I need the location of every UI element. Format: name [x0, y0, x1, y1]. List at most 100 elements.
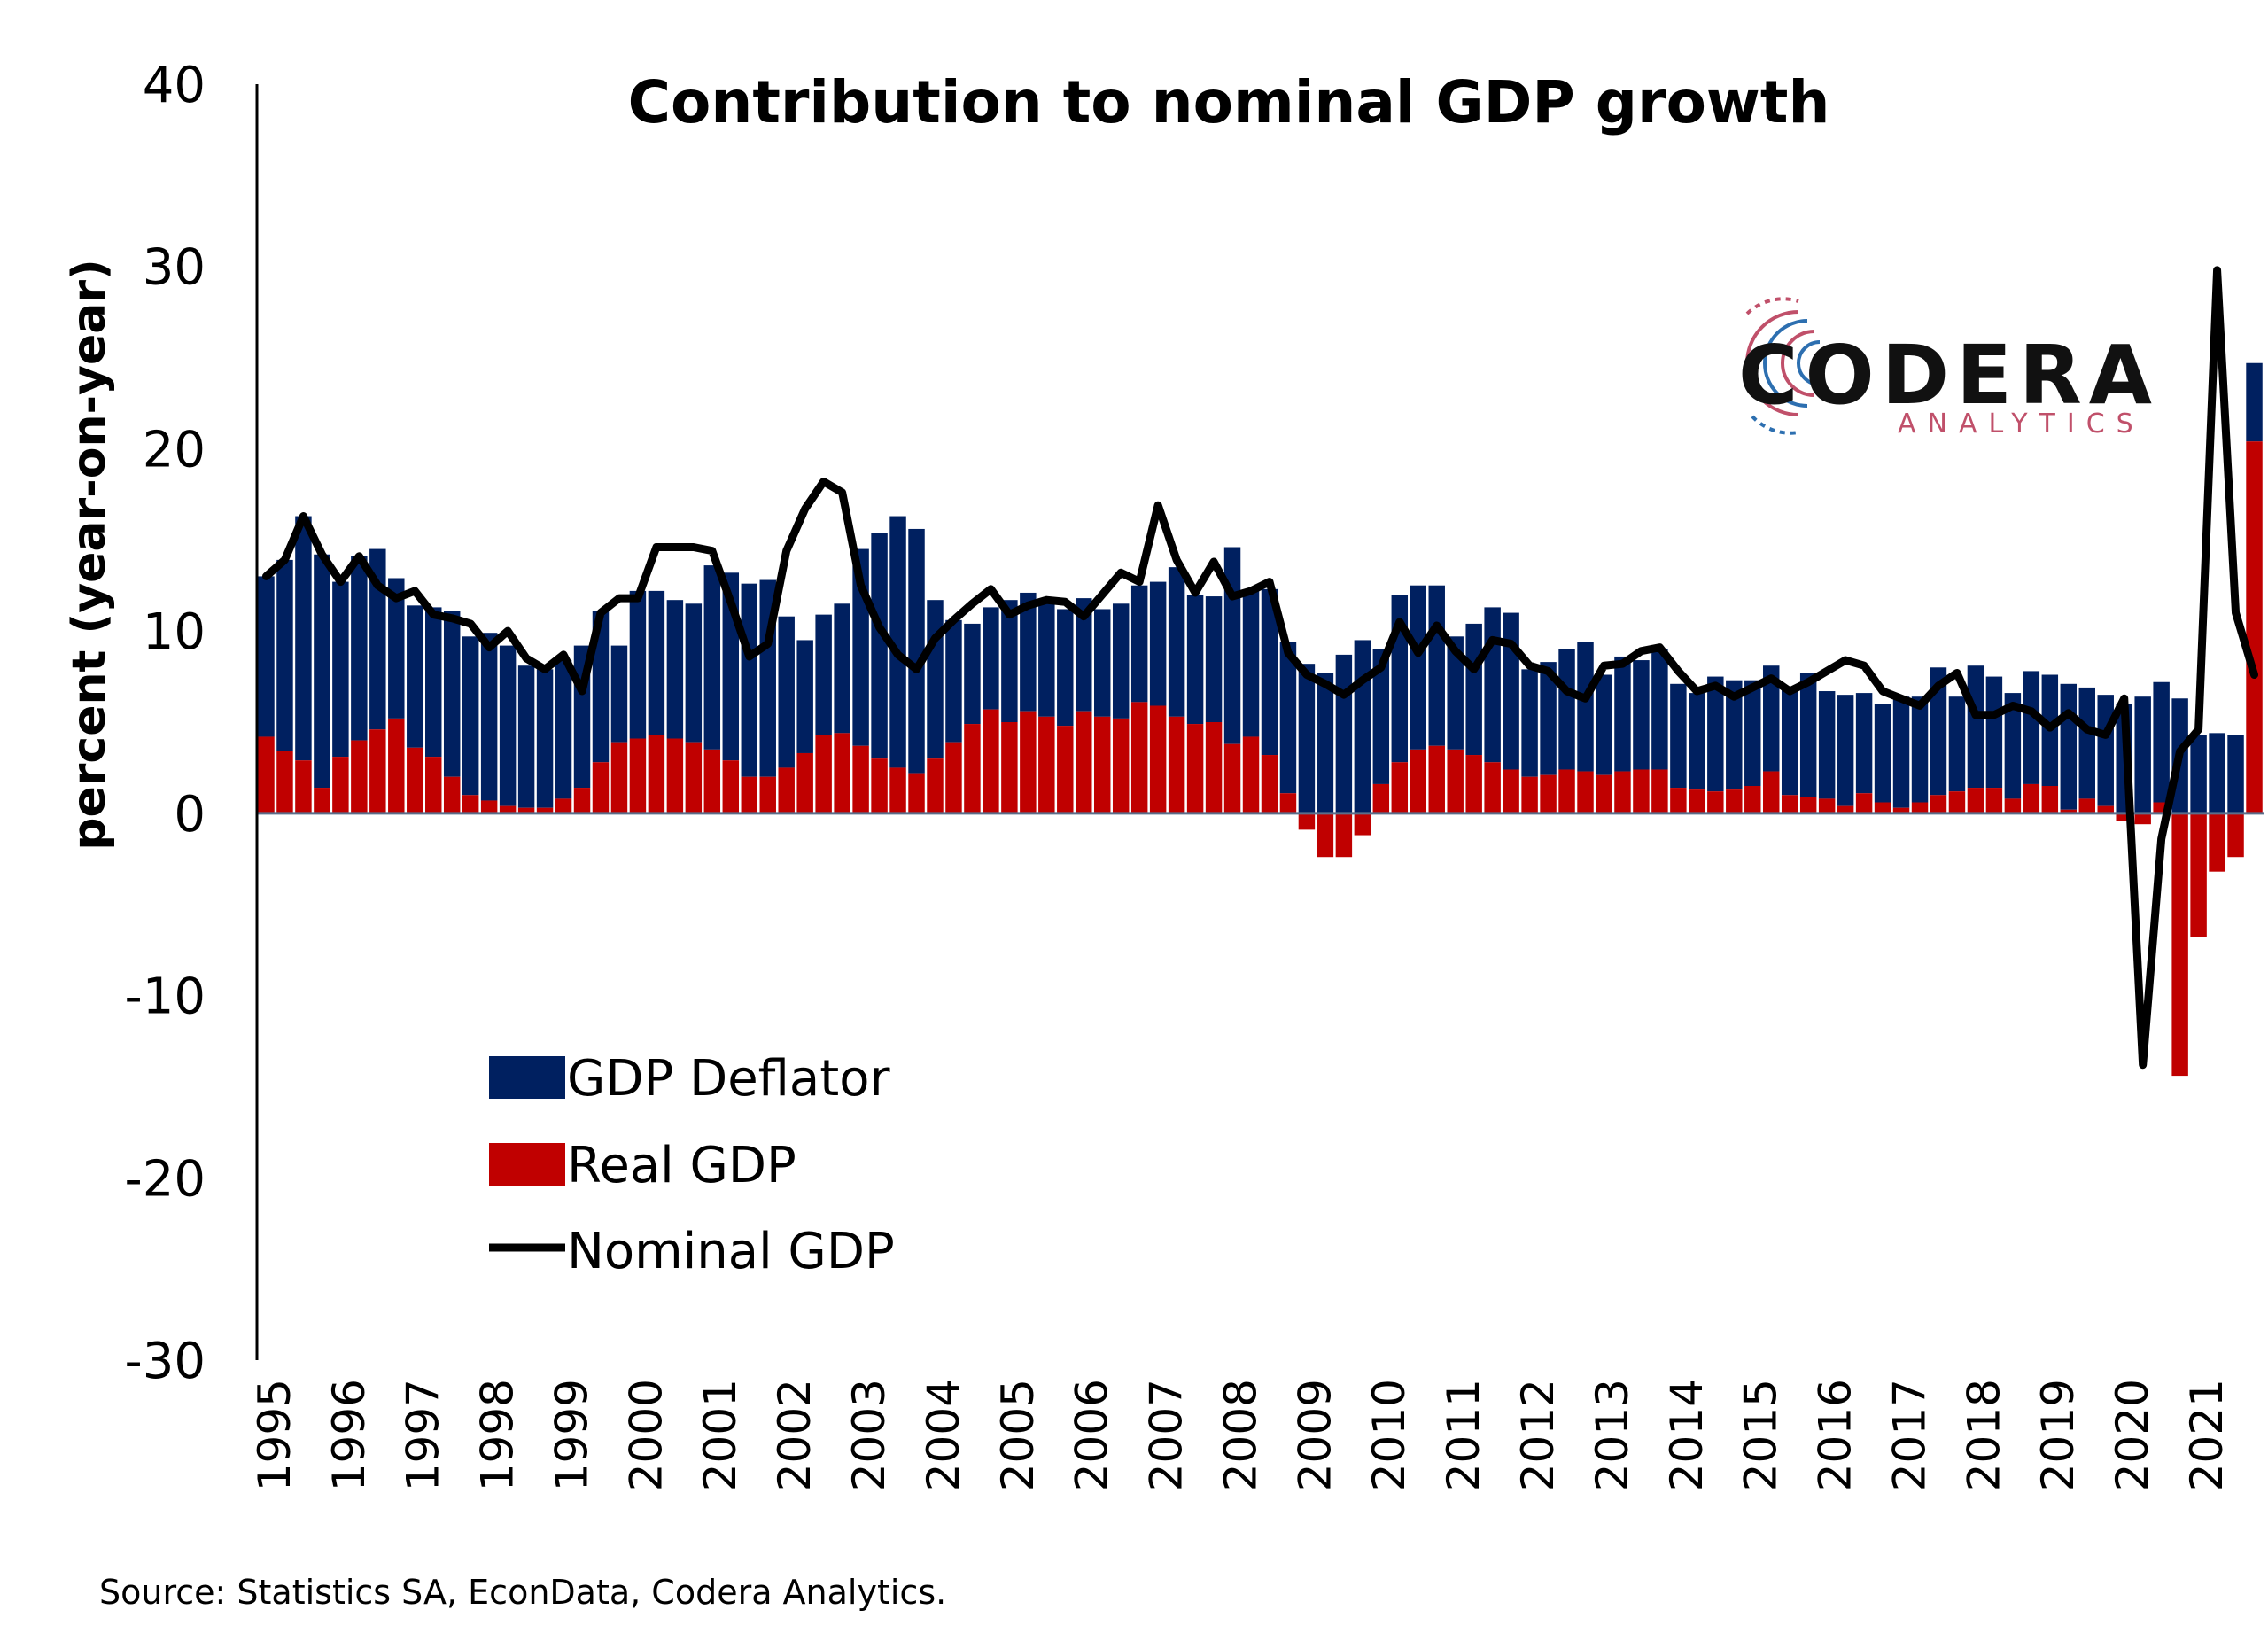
real-gdp-bar	[1911, 802, 1929, 813]
real-gdp-bar	[332, 757, 349, 813]
real-gdp-bar	[1168, 716, 1185, 813]
gdp-deflator-bar	[834, 603, 850, 734]
x-tick-label: 2001	[695, 1379, 746, 1491]
gdp-deflator-bar	[1057, 609, 1074, 727]
gdp-deflator-bar	[1577, 642, 1594, 772]
real-gdp-bar	[1670, 788, 1687, 813]
gdp-deflator-bar	[1689, 693, 1705, 790]
x-tick-label: 2009	[1289, 1379, 1340, 1491]
legend-swatch-gdp-deflator	[489, 1056, 565, 1099]
gdp-deflator-bar	[1930, 667, 1947, 796]
real-gdp-bar	[1038, 716, 1055, 813]
gdp-deflator-bar	[388, 578, 405, 719]
legend-label-nominal-gdp: Nominal GDP	[567, 1223, 895, 1280]
gdp-deflator-bar	[927, 600, 944, 759]
real-gdp-bar	[1540, 774, 1557, 813]
gdp-deflator-bar	[964, 623, 981, 725]
x-tick-label: 2008	[1215, 1379, 1266, 1491]
gdp-deflator-bar	[1186, 595, 1204, 725]
real-gdp-bar	[1651, 769, 1668, 813]
gdp-deflator-bar	[703, 565, 721, 750]
x-tick-label: 2007	[1141, 1379, 1192, 1491]
gdp-deflator-bar	[1874, 704, 1891, 803]
legend-label-gdp-deflator: GDP Deflator	[567, 1050, 890, 1108]
gdp-deflator-bar	[1112, 603, 1130, 719]
gdp-deflator-bar	[1596, 674, 1612, 775]
real-gdp-bar	[796, 752, 813, 813]
gdp-deflator-bar	[1614, 656, 1631, 772]
x-tick-label: 2006	[1067, 1379, 1118, 1491]
real-gdp-bar	[703, 749, 721, 813]
x-tick-label: 2016	[1810, 1379, 1861, 1491]
real-gdp-bar	[889, 767, 906, 813]
real-gdp-bar	[722, 760, 740, 813]
y-axis-title: percent (year-on-year)	[63, 259, 116, 850]
gdp-deflator-bar	[2134, 696, 2151, 813]
real-gdp-bar	[555, 798, 572, 813]
real-gdp-bar	[1372, 783, 1390, 813]
gdp-deflator-bar	[871, 533, 888, 759]
real-gdp-bar	[648, 735, 665, 813]
y-axis-ticks: 40 30 20 10 0 -10 -20 -30	[125, 57, 206, 1390]
gdp-deflator-bar	[1428, 585, 1445, 746]
real-gdp-bar	[2190, 813, 2207, 937]
gdp-deflator-bar	[1948, 696, 1966, 792]
gdp-deflator-bar	[741, 583, 757, 777]
real-gdp-bar	[685, 742, 703, 813]
real-gdp-bar	[499, 805, 517, 813]
codera-logo: CODERA ANALYTICS	[1738, 297, 2152, 439]
gdp-deflator-bar	[1076, 598, 1092, 712]
real-gdp-bar	[369, 729, 386, 813]
real-gdp-bar	[629, 738, 647, 813]
real-gdp-bar	[407, 747, 423, 813]
real-gdp-bar	[1076, 711, 1092, 813]
real-gdp-bar	[295, 760, 312, 813]
real-gdp-bar	[536, 807, 554, 813]
gdp-deflator-bar	[1038, 603, 1055, 717]
real-gdp-bar	[778, 767, 795, 813]
real-gdp-bar	[1465, 755, 1482, 813]
real-gdp-bar	[388, 718, 405, 813]
gdp-deflator-bar	[1744, 680, 1761, 786]
gdp-deflator-bar	[1911, 696, 1929, 803]
real-gdp-bar	[1837, 805, 1854, 813]
real-gdp-bar	[1503, 769, 1519, 813]
real-gdp-bar	[908, 773, 925, 813]
x-tick-label: 1998	[472, 1379, 524, 1491]
real-gdp-bar	[1186, 724, 1204, 813]
real-gdp-bar	[2004, 798, 2022, 813]
gdp-deflator-bar	[2004, 693, 2022, 799]
x-tick-label: 2015	[1736, 1379, 1787, 1491]
gdp-deflator-bar	[480, 633, 498, 801]
real-gdp-bar	[1799, 797, 1817, 813]
real-gdp-bar	[1930, 795, 1947, 813]
gdp-deflator-bar	[1818, 691, 1836, 799]
real-gdp-bar	[610, 742, 628, 813]
gdp-deflator-bar	[1001, 600, 1018, 722]
x-tick-label: 2018	[1958, 1379, 2009, 1491]
gdp-deflator-bar	[815, 614, 832, 735]
real-gdp-bar	[927, 758, 944, 813]
gdp-deflator-bar	[1020, 592, 1037, 712]
real-gdp-bar	[1577, 771, 1594, 813]
gdp-deflator-bar	[778, 616, 795, 768]
gdp-deflator-bars	[258, 362, 2263, 813]
real-gdp-bar	[2041, 786, 2059, 813]
real-gdp-bar	[1948, 791, 1966, 813]
source-note: Source: Statistics SA, EconData, Codera …	[99, 1573, 946, 1612]
gdp-deflator-bar	[685, 603, 703, 743]
gdp-deflator-bar	[314, 554, 330, 789]
gdp-deflator-bar	[1503, 612, 1519, 770]
real-gdp-bar	[1149, 705, 1167, 813]
real-gdp-bar	[2171, 813, 2188, 1077]
gdp-deflator-bar	[983, 607, 999, 710]
real-gdp-bar	[443, 776, 461, 813]
real-gdp-bar	[1428, 745, 1445, 813]
gdp-deflator-bar	[2060, 683, 2078, 810]
real-gdp-bar	[1094, 716, 1111, 813]
real-gdp-bar	[1447, 749, 1464, 813]
gdp-deflator-bar	[2078, 687, 2095, 799]
real-gdp-bar	[1335, 813, 1353, 858]
real-gdp-bar	[1781, 795, 1798, 813]
